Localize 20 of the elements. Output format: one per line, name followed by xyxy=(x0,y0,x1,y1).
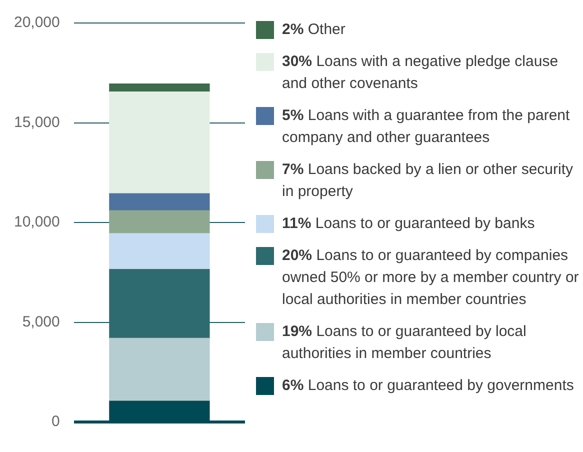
bar xyxy=(109,193,210,211)
bar xyxy=(109,84,210,92)
legend-label: 11% Loans to or guaranteed by banks xyxy=(282,214,535,234)
bar xyxy=(109,269,210,339)
y-tick-label: 20,000 xyxy=(14,14,60,32)
bar xyxy=(109,233,210,270)
legend-label: 2% Other xyxy=(282,20,346,40)
legend-label: 19% Loans to or guaranteed by local authorities in member countries xyxy=(282,322,528,364)
y-tick-label: 15,000 xyxy=(14,114,60,131)
bar xyxy=(109,92,210,194)
bar xyxy=(109,338,210,402)
y-tick-label: 5,000 xyxy=(22,313,60,330)
legend-label: 7% Loans backed by a lien or other security in property xyxy=(282,160,574,202)
legend-label: 20% Loans to or guaranteed by companies owned 50% or more by a member country or local authorities in member countries xyxy=(282,246,580,310)
y-tick-label: 10,000 xyxy=(14,214,60,231)
legend-label: 5% Loans with a guarantee from the parent company and other guarantees xyxy=(282,106,571,148)
bar xyxy=(109,210,210,234)
legend-label: 6% Loans to or guaranteed by governments xyxy=(282,376,574,396)
y-tick-label: 0 xyxy=(52,413,60,430)
legend-label: 30% Loans with a negative pledge clause and other covenants xyxy=(282,52,560,94)
